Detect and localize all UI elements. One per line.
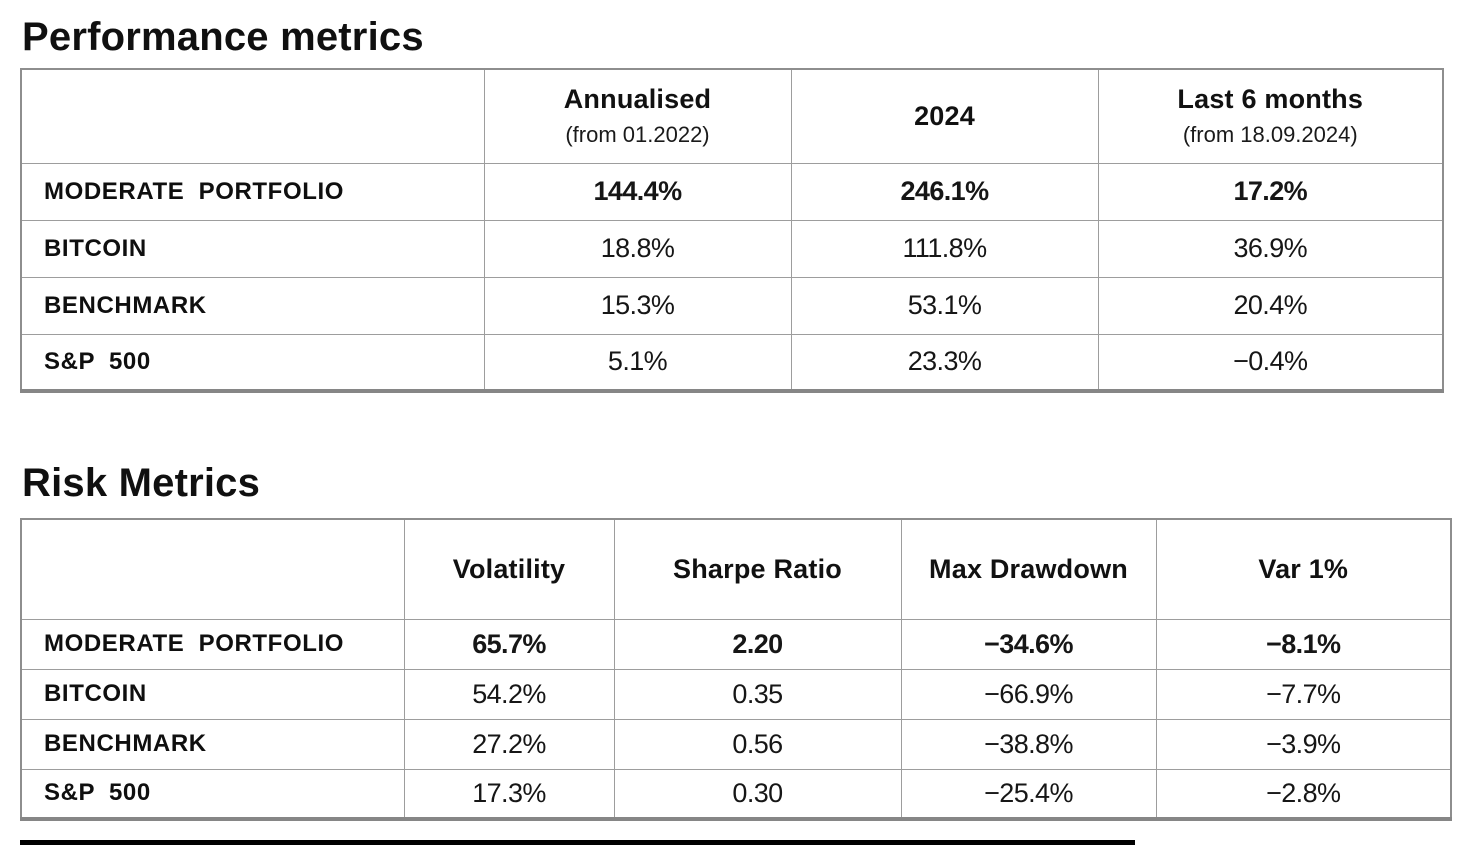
- row-label: S&P 500: [20, 768, 405, 820]
- column-header-label: Max Drawdown: [929, 553, 1128, 584]
- column-header-label: Last 6 months: [1177, 84, 1364, 115]
- cell-value: 65.7%: [403, 618, 615, 670]
- cell-value: 246.1%: [790, 162, 1099, 221]
- risk-col-sharpe-ratio: Sharpe Ratio: [613, 518, 902, 620]
- risk-row-benchmark: BENCHMARK 27.2% 0.56 −38.8% −3.9%: [20, 718, 1452, 770]
- risk-row-moderate-portfolio: MODERATE PORTFOLIO 65.7% 2.20 −34.6% −8.…: [20, 618, 1452, 670]
- column-header-label: 2024: [914, 100, 975, 131]
- cell-value: −0.4%: [1097, 333, 1444, 392]
- cell-value: 0.35: [613, 668, 902, 720]
- column-header-sublabel: (from 01.2022): [565, 122, 710, 148]
- column-header-sublabel: (from 18.09.2024): [1182, 122, 1358, 148]
- row-label: BENCHMARK: [20, 718, 405, 770]
- cell-value: 15.3%: [483, 276, 792, 335]
- row-label: MODERATE PORTFOLIO: [20, 162, 485, 221]
- performance-row-bitcoin: BITCOIN 18.8% 111.8% 36.9%: [20, 219, 1444, 278]
- cell-value: −38.8%: [900, 718, 1157, 770]
- performance-corner-cell: [20, 68, 485, 164]
- cell-value: 0.56: [613, 718, 902, 770]
- cell-value: −8.1%: [1155, 618, 1452, 670]
- column-header-label: Annualised: [563, 84, 712, 115]
- cell-value: −25.4%: [900, 768, 1157, 820]
- cell-value: −2.8%: [1155, 768, 1452, 820]
- performance-row-sp500: S&P 500 5.1% 23.3% −0.4%: [20, 333, 1444, 392]
- risk-col-volatility: Volatility: [403, 518, 615, 620]
- risk-col-max-drawdown: Max Drawdown: [900, 518, 1157, 620]
- cell-value: 111.8%: [790, 219, 1099, 278]
- cell-value: 2.20: [613, 618, 902, 670]
- cell-value: −66.9%: [900, 668, 1157, 720]
- performance-col-last6months: Last 6 months (from 18.09.2024): [1097, 68, 1444, 164]
- row-label: BITCOIN: [20, 219, 485, 278]
- risk-row-sp500: S&P 500 17.3% 0.30 −25.4% −2.8%: [20, 768, 1452, 820]
- performance-table: Annualised (from 01.2022) 2024 Last 6 mo…: [20, 68, 1444, 393]
- performance-row-benchmark: BENCHMARK 15.3% 53.1% 20.4%: [20, 276, 1444, 335]
- performance-col-2024: 2024: [790, 68, 1099, 164]
- risk-col-var1: Var 1%: [1155, 518, 1452, 620]
- cell-value: 20.4%: [1097, 276, 1444, 335]
- risk-table: Volatility Sharpe Ratio Max Drawdown Var…: [20, 518, 1452, 821]
- cell-value: 27.2%: [403, 718, 615, 770]
- cell-value: 0.30: [613, 768, 902, 820]
- cell-value: 5.1%: [483, 333, 792, 392]
- cell-value: 23.3%: [790, 333, 1099, 392]
- risk-section-title: Risk Metrics: [22, 461, 261, 505]
- risk-header-row: Volatility Sharpe Ratio Max Drawdown Var…: [20, 518, 1452, 620]
- performance-col-annualised: Annualised (from 01.2022): [483, 68, 792, 164]
- cell-value: 17.2%: [1097, 162, 1444, 221]
- bottom-divider-bar: [20, 840, 1135, 845]
- cell-value: 144.4%: [483, 162, 792, 221]
- cell-value: −7.7%: [1155, 668, 1452, 720]
- cell-value: −34.6%: [900, 618, 1157, 670]
- cell-value: 54.2%: [403, 668, 615, 720]
- cell-value: 36.9%: [1097, 219, 1444, 278]
- cell-value: 18.8%: [483, 219, 792, 278]
- performance-row-moderate-portfolio: MODERATE PORTFOLIO 144.4% 246.1% 17.2%: [20, 162, 1444, 221]
- performance-section-title: Performance metrics: [22, 15, 424, 59]
- row-label: BENCHMARK: [20, 276, 485, 335]
- row-label: S&P 500: [20, 333, 485, 392]
- column-header-label: Volatility: [452, 553, 566, 584]
- risk-row-bitcoin: BITCOIN 54.2% 0.35 −66.9% −7.7%: [20, 668, 1452, 720]
- row-label: MODERATE PORTFOLIO: [20, 618, 405, 670]
- risk-corner-cell: [20, 518, 405, 620]
- column-header-label: Sharpe Ratio: [673, 553, 842, 584]
- column-header-label: Var 1%: [1258, 553, 1349, 584]
- performance-header-row: Annualised (from 01.2022) 2024 Last 6 mo…: [20, 68, 1444, 164]
- cell-value: 53.1%: [790, 276, 1099, 335]
- cell-value: −3.9%: [1155, 718, 1452, 770]
- cell-value: 17.3%: [403, 768, 615, 820]
- row-label: BITCOIN: [20, 668, 405, 720]
